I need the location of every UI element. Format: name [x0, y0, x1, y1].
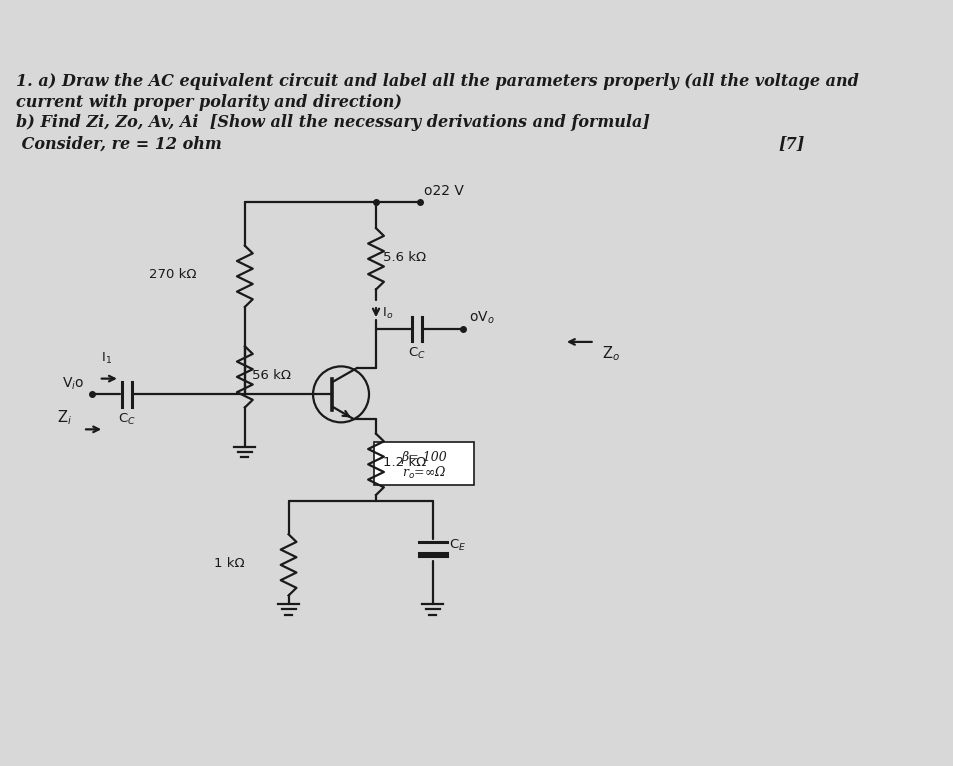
Text: current with proper polarity and direction): current with proper polarity and directi…: [15, 93, 401, 110]
Text: Consider, re = 12 ohm: Consider, re = 12 ohm: [15, 136, 221, 152]
Text: β= 100: β= 100: [401, 451, 447, 464]
Text: 5.6 kΩ: 5.6 kΩ: [382, 250, 426, 264]
Text: C$_E$: C$_E$: [448, 538, 465, 553]
FancyBboxPatch shape: [374, 441, 474, 486]
Text: oV$_o$: oV$_o$: [468, 309, 494, 326]
Text: r$_o$=∞Ω: r$_o$=∞Ω: [401, 465, 446, 481]
Text: Z$_i$: Z$_i$: [56, 408, 71, 427]
Text: 1.2 kΩ: 1.2 kΩ: [382, 456, 426, 469]
Text: C$_C$: C$_C$: [408, 346, 426, 362]
Text: [7]: [7]: [778, 136, 803, 152]
Text: I$_o$: I$_o$: [382, 306, 393, 321]
Text: I$_1$: I$_1$: [100, 352, 112, 366]
Text: 270 kΩ: 270 kΩ: [149, 268, 196, 281]
Text: 1 kΩ: 1 kΩ: [214, 557, 245, 570]
Text: 56 kΩ: 56 kΩ: [252, 368, 291, 381]
Text: o22 V: o22 V: [424, 185, 463, 198]
Text: b) Find Zi, Zo, Av, Ai  [Show all the necessary derivations and formula]: b) Find Zi, Zo, Av, Ai [Show all the nec…: [15, 113, 649, 131]
Text: C$_C$: C$_C$: [118, 412, 135, 427]
Text: Z$_o$: Z$_o$: [601, 345, 618, 363]
Text: V$_i$o: V$_i$o: [62, 375, 85, 391]
Text: 1. a) Draw the AC equivalent circuit and label all the parameters properly (all : 1. a) Draw the AC equivalent circuit and…: [15, 73, 858, 90]
